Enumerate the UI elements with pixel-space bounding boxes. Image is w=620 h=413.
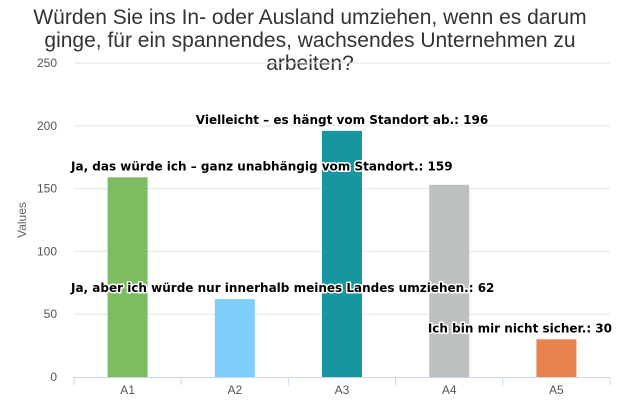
y-tick-label: 150 — [37, 182, 57, 196]
bar-a1 — [107, 177, 148, 377]
x-tick-label: A1 — [120, 383, 135, 397]
bar-a3 — [322, 130, 362, 377]
data-label-a2: Ja, aber ich würde nur innerhalb meines … — [70, 281, 494, 295]
x-tick-label: A3 — [335, 383, 350, 397]
y-axis-title: Values — [15, 202, 29, 238]
x-axis: A1 A2 A3 A4 A5 — [73, 377, 611, 397]
bar-a2 — [214, 299, 255, 377]
x-tick-label: A4 — [442, 383, 457, 397]
x-tick-label: A5 — [549, 383, 564, 397]
y-tick-label: 250 — [37, 56, 57, 70]
bar-a5 — [536, 339, 577, 377]
y-tick-label: 0 — [50, 370, 57, 384]
data-label-a1: Ja, das würde ich – ganz unabhängig vom … — [70, 159, 453, 173]
bars-group — [107, 130, 577, 377]
y-tick-label: 50 — [44, 307, 58, 321]
data-label-a3: Vielleicht – es hängt vom Standort ab.: … — [196, 113, 488, 127]
chart-title: Würden Sie ins In- oder Ausland umziehen… — [33, 6, 587, 75]
data-labels-group: Ja, das würde ich – ganz unabhängig vom … — [68, 111, 613, 336]
y-tick-label: 200 — [37, 119, 57, 133]
data-label-a5: Ich bin mir nicht sicher.: 30 — [428, 321, 612, 335]
bar-a4 — [429, 184, 470, 377]
y-tick-label: 100 — [37, 244, 57, 258]
x-tick-label: A2 — [227, 383, 242, 397]
